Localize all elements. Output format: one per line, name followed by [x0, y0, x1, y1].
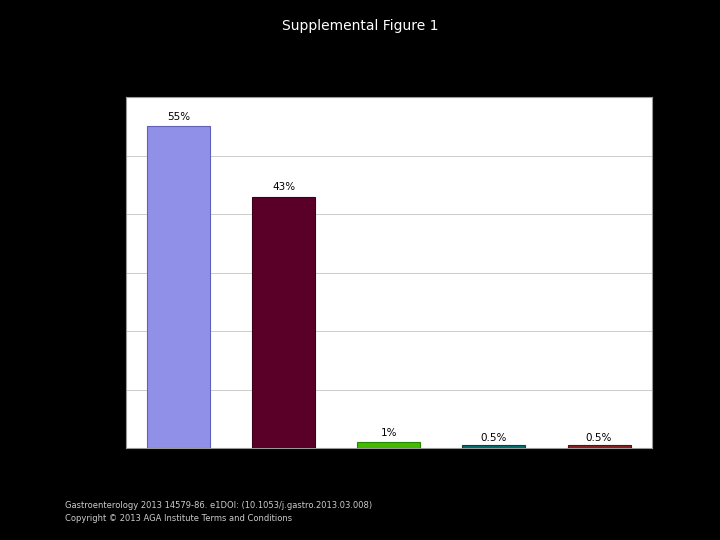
Bar: [357, 442, 420, 448]
Text: 1%: 1%: [381, 428, 397, 437]
Text: Gastroenterology 2013 14579-86. e1DOI: (10.1053/j.gastro.2013.03.008): Gastroenterology 2013 14579-86. e1DOI: (…: [65, 501, 372, 510]
Bar: [567, 446, 631, 448]
Text: Copyright © 2013 AGA Institute Terms and Conditions: Copyright © 2013 AGA Institute Terms and…: [65, 514, 292, 523]
Text: 43%: 43%: [272, 182, 295, 192]
Text: 0.5%: 0.5%: [586, 433, 612, 443]
Text: 0.5%: 0.5%: [481, 433, 507, 443]
Bar: [147, 126, 210, 448]
Bar: [252, 197, 315, 448]
Bar: [462, 446, 526, 448]
Text: Supplemental Figure 1: Supplemental Figure 1: [282, 19, 438, 33]
Y-axis label: Percentage of patients (N=448): Percentage of patients (N=448): [71, 173, 81, 373]
Text: 55%: 55%: [167, 112, 190, 122]
X-axis label: Endoscopic treatment: Endoscopic treatment: [320, 470, 457, 480]
